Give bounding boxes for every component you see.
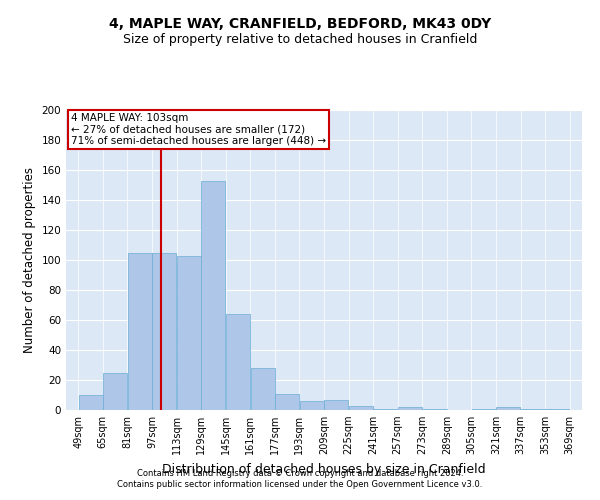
Bar — [521, 408, 545, 410]
Bar — [251, 368, 275, 410]
Bar — [226, 314, 250, 410]
Text: 4, MAPLE WAY, CRANFIELD, BEDFORD, MK43 0DY: 4, MAPLE WAY, CRANFIELD, BEDFORD, MK43 0… — [109, 18, 491, 32]
Bar — [152, 252, 176, 410]
Bar — [373, 408, 397, 410]
Bar — [275, 394, 299, 410]
Bar — [496, 407, 520, 410]
Bar — [324, 400, 349, 410]
Bar — [545, 408, 569, 410]
Bar — [349, 406, 373, 410]
Text: Contains public sector information licensed under the Open Government Licence v3: Contains public sector information licen… — [118, 480, 482, 489]
Text: 4 MAPLE WAY: 103sqm
← 27% of detached houses are smaller (172)
71% of semi-detac: 4 MAPLE WAY: 103sqm ← 27% of detached ho… — [71, 113, 326, 146]
Bar — [202, 180, 226, 410]
X-axis label: Distribution of detached houses by size in Cranfield: Distribution of detached houses by size … — [162, 462, 486, 475]
Text: Contains HM Land Registry data © Crown copyright and database right 2024.: Contains HM Land Registry data © Crown c… — [137, 468, 463, 477]
Bar — [79, 395, 103, 410]
Bar — [398, 407, 422, 410]
Bar — [128, 252, 152, 410]
Bar — [177, 256, 201, 410]
Bar — [299, 401, 324, 410]
Text: Size of property relative to detached houses in Cranfield: Size of property relative to detached ho… — [123, 32, 477, 46]
Bar — [103, 372, 127, 410]
Bar — [472, 408, 496, 410]
Bar — [422, 408, 446, 410]
Y-axis label: Number of detached properties: Number of detached properties — [23, 167, 36, 353]
